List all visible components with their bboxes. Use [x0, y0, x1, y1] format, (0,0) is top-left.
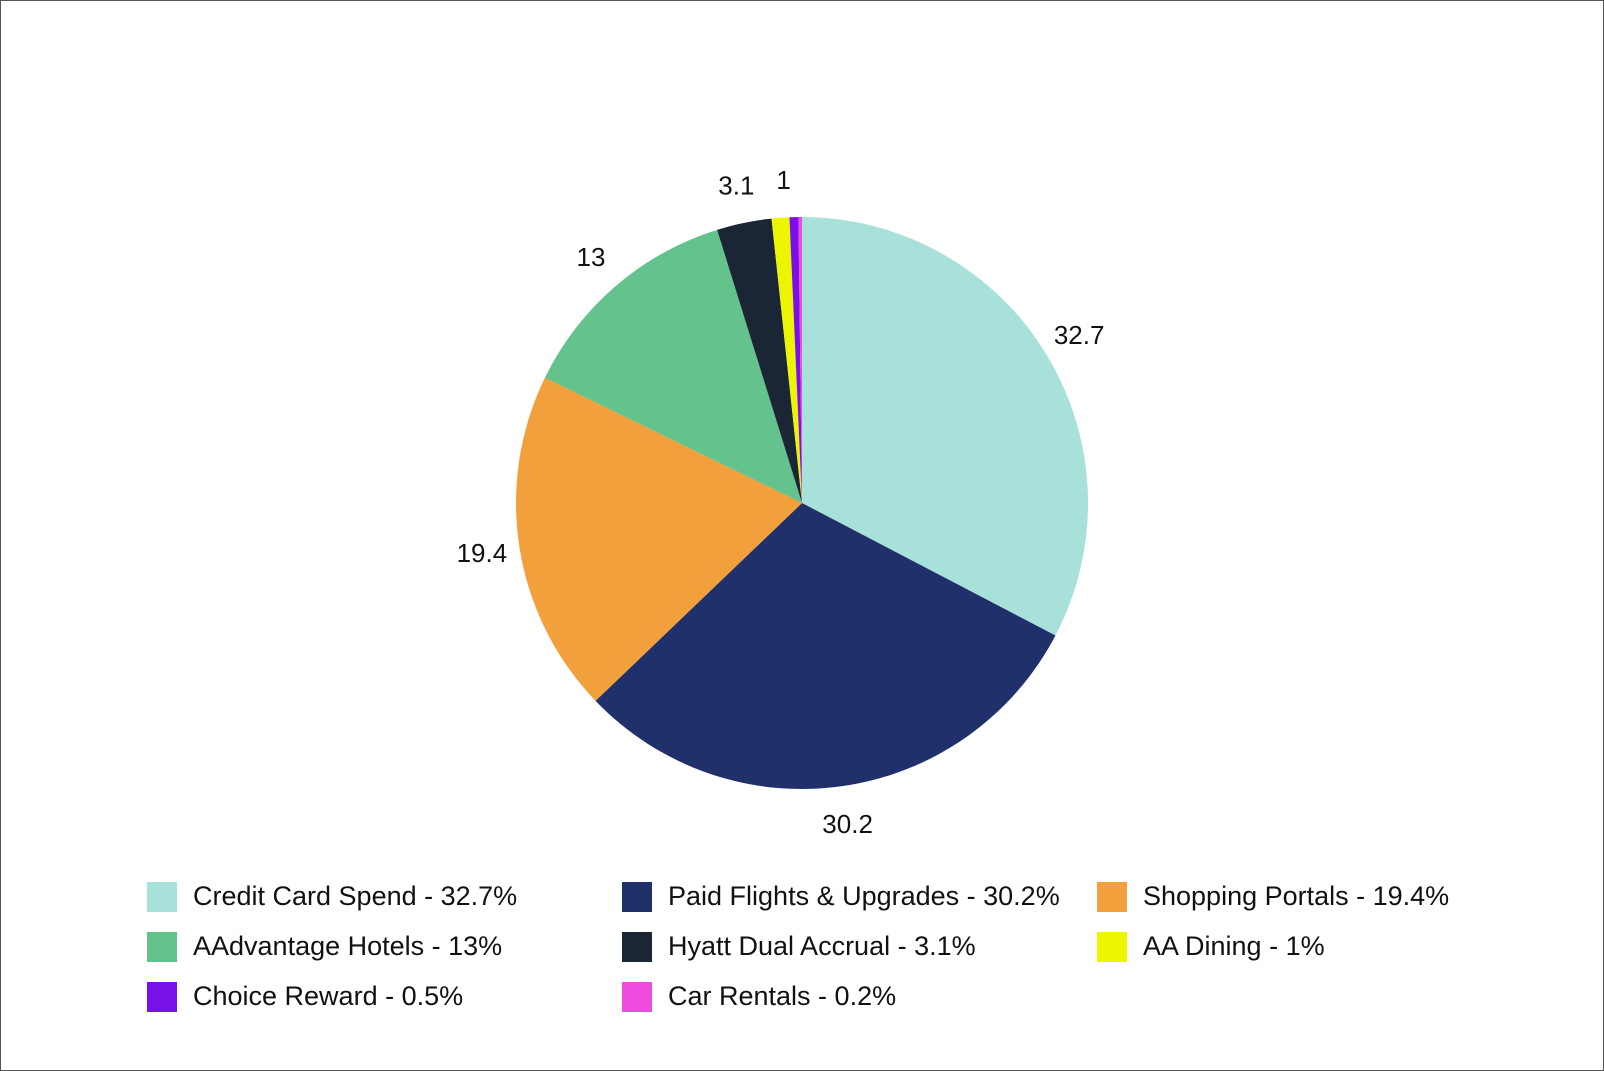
legend-item[interactable]: Shopping Portals - 19.4% [1097, 881, 1449, 912]
legend-label: Paid Flights & Upgrades - 30.2% [668, 881, 1060, 911]
legend-swatch [622, 981, 652, 1012]
data-label: 30.2 [822, 809, 873, 839]
legend-item[interactable]: Hyatt Dual Accrual - 3.1% [622, 931, 976, 962]
legend-swatch [147, 881, 177, 912]
pie-slice[interactable] [802, 216, 1089, 636]
legend-swatch [622, 881, 652, 912]
legend-label: Shopping Portals - 19.4% [1143, 881, 1450, 911]
pie-slice[interactable] [717, 218, 802, 504]
legend-label: Choice Reward - 0.5% [193, 981, 464, 1011]
pie-slice[interactable] [798, 217, 802, 503]
data-label: 1 [776, 165, 790, 195]
data-label: 3.1 [718, 171, 754, 201]
legend-item[interactable]: Credit Card Spend - 32.7% [147, 881, 517, 912]
legend-item[interactable]: Choice Reward - 0.5% [147, 981, 463, 1012]
pie-slice[interactable] [771, 217, 802, 503]
pie-slice[interactable] [789, 217, 802, 504]
legend-swatch [147, 931, 177, 962]
legend-item[interactable]: AAdvantage Hotels - 13% [147, 931, 502, 962]
legend-swatch [1097, 931, 1127, 962]
legend-swatch [622, 931, 652, 962]
data-label: 32.7 [1054, 320, 1105, 350]
legend-label: AAdvantage Hotels - 13% [193, 931, 503, 961]
legend-item[interactable]: Car Rentals - 0.2% [622, 981, 896, 1012]
legend-swatch [147, 981, 177, 1012]
legend-item[interactable]: AA Dining - 1% [1097, 931, 1325, 962]
legend-label: Hyatt Dual Accrual - 3.1% [668, 931, 976, 961]
data-label: 19.4 [457, 538, 508, 568]
legend-item[interactable]: Paid Flights & Upgrades - 30.2% [622, 881, 1060, 912]
pie-slice[interactable] [544, 229, 802, 503]
pie-slice[interactable] [515, 377, 802, 701]
legend-label: Credit Card Spend - 32.7% [193, 881, 518, 911]
legend-swatch [1097, 881, 1127, 912]
pie-slice[interactable] [595, 503, 1056, 789]
legend-label: AA Dining - 1% [1143, 931, 1325, 961]
data-label: 13 [577, 242, 606, 272]
legend-label: Car Rentals - 0.2% [668, 981, 897, 1011]
